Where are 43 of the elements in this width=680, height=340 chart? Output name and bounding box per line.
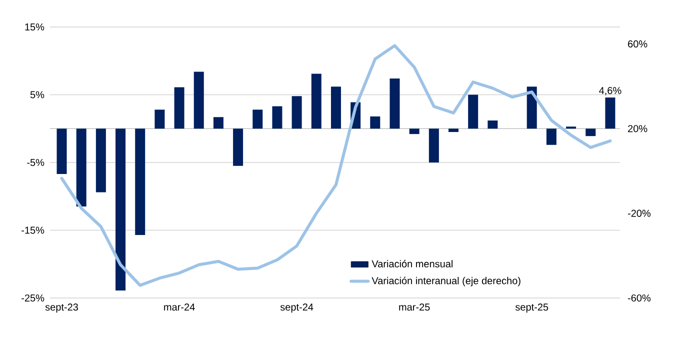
bar [448,128,459,132]
bar [370,116,380,129]
bar [213,117,224,129]
bar [488,120,498,129]
x-tick-label: sept-23 [45,304,78,313]
y2-tick-label: -60% [628,294,651,302]
x-tick-label: sept-24 [280,304,314,313]
y2-tick-label: 20% [628,125,648,132]
y-tick-label: 15% [25,23,44,31]
y-tick-label: 5% [30,91,44,98]
bar [311,74,322,129]
y2-tick-label: -20% [628,210,651,217]
bar [292,96,302,129]
bar [233,128,244,166]
x-tick-label: mar-25 [399,304,430,311]
bar [272,106,282,129]
bar [76,128,86,207]
bar [586,128,596,136]
bar [468,94,478,129]
bar [252,110,263,129]
y-tick-label: -15% [22,226,44,234]
bar [135,128,146,235]
y-tick-label: -25% [22,294,44,302]
legend-label: Variación mensual [372,260,453,268]
bar [546,128,556,145]
x-tick-label: sept-25 [515,304,548,313]
bar [390,78,400,129]
legend-label: Variación interanual (eje derecho) [372,276,520,286]
bar [428,128,439,162]
y-tick-label: -5% [27,158,44,166]
y2-tick-label: 60% [628,40,648,48]
bar [154,110,165,129]
bar [56,128,67,174]
bar [174,87,184,129]
bar [409,128,420,134]
x-tick-label: mar-24 [164,304,195,311]
bar [330,86,341,129]
bar [526,86,537,129]
bar [96,128,106,192]
bar [605,97,616,129]
bar [116,128,126,291]
data-label: 4,6% [599,87,622,96]
bar [194,72,204,129]
